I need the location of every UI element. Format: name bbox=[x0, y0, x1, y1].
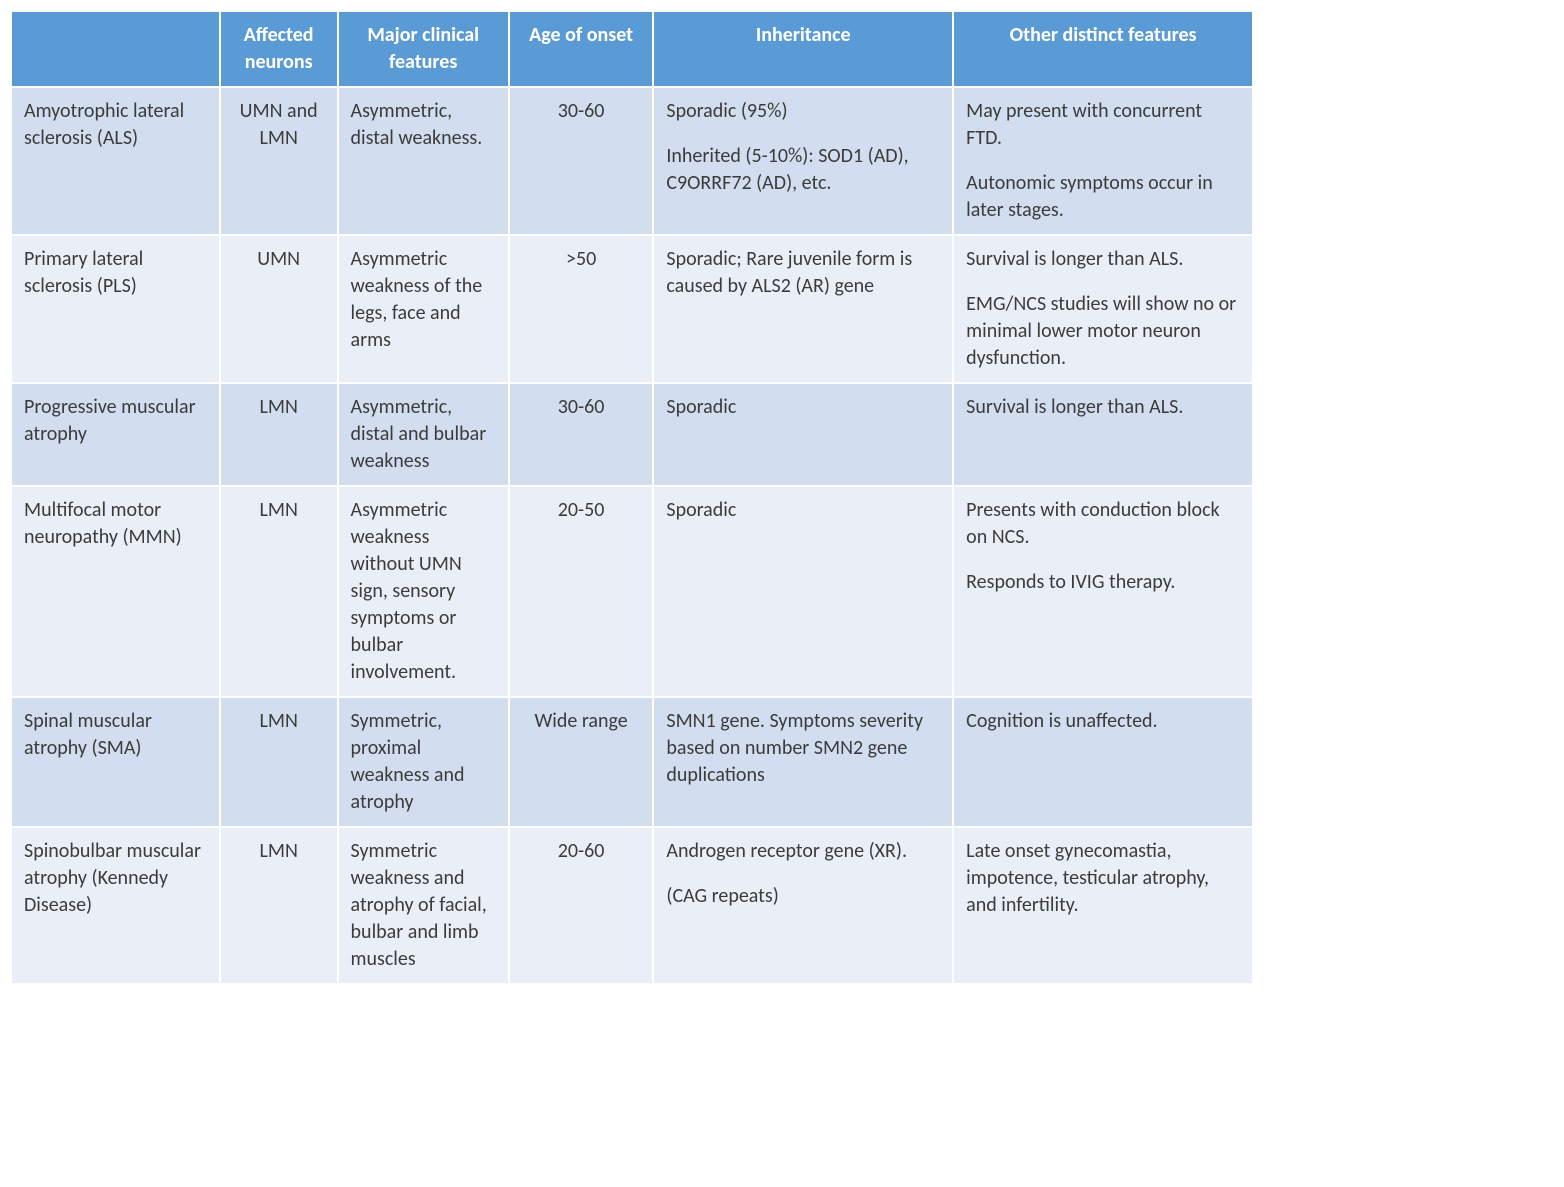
cell-clinical: Symmetric, proximal weakness and atrophy bbox=[338, 697, 509, 827]
cell-other: Cognition is unaffected. bbox=[953, 697, 1253, 827]
cell-age: Wide range bbox=[509, 697, 654, 827]
cell-clinical: Symmetric weakness and atrophy of facial… bbox=[338, 827, 509, 984]
table-body: Amyotrophic lateral sclerosis (ALS)UMN a… bbox=[11, 87, 1253, 984]
header-other: Other distinct features bbox=[953, 11, 1253, 87]
header-disease bbox=[11, 11, 220, 87]
cell-age: 20-60 bbox=[509, 827, 654, 984]
cell-inherit: Sporadic bbox=[653, 383, 953, 486]
table-row: Progressive muscular atrophyLMNAsymmetri… bbox=[11, 383, 1253, 486]
cell-other: Survival is longer than ALS.EMG/NCS stud… bbox=[953, 235, 1253, 383]
cell-clinical: Asymmetric, distal weakness. bbox=[338, 87, 509, 235]
table-row: Amyotrophic lateral sclerosis (ALS)UMN a… bbox=[11, 87, 1253, 235]
cell-inherit: Sporadic (95%)Inherited (5-10%): SOD1 (A… bbox=[653, 87, 953, 235]
motor-neuron-disease-table: Affected neurons Major clinical features… bbox=[10, 10, 1254, 985]
header-clinical: Major clinical features bbox=[338, 11, 509, 87]
cell-clinical: Asymmetric, distal and bulbar weakness bbox=[338, 383, 509, 486]
table-row: Spinal muscular atrophy (SMA)LMNSymmetri… bbox=[11, 697, 1253, 827]
table-row: Multifocal motor neuropathy (MMN)LMNAsym… bbox=[11, 486, 1253, 697]
cell-age: 30-60 bbox=[509, 383, 654, 486]
cell-age: 20-50 bbox=[509, 486, 654, 697]
header-neurons: Affected neurons bbox=[220, 11, 338, 87]
table-row: Spinobulbar muscular atrophy (Kennedy Di… bbox=[11, 827, 1253, 984]
cell-disease: Multifocal motor neuropathy (MMN) bbox=[11, 486, 220, 697]
header-inherit: Inheritance bbox=[653, 11, 953, 87]
cell-inherit: Sporadic; Rare juvenile form is caused b… bbox=[653, 235, 953, 383]
cell-other: Presents with conduction block on NCS.Re… bbox=[953, 486, 1253, 697]
cell-other: Late onset gynecomastia, impotence, test… bbox=[953, 827, 1253, 984]
cell-disease: Progressive muscular atrophy bbox=[11, 383, 220, 486]
cell-neurons: UMN and LMN bbox=[220, 87, 338, 235]
cell-disease: Primary lateral sclerosis (PLS) bbox=[11, 235, 220, 383]
cell-neurons: UMN bbox=[220, 235, 338, 383]
cell-disease: Spinal muscular atrophy (SMA) bbox=[11, 697, 220, 827]
table-row: Primary lateral sclerosis (PLS)UMNAsymme… bbox=[11, 235, 1253, 383]
cell-clinical: Asymmetric weakness without UMN sign, se… bbox=[338, 486, 509, 697]
cell-neurons: LMN bbox=[220, 383, 338, 486]
cell-inherit: SMN1 gene. Symptoms severity based on nu… bbox=[653, 697, 953, 827]
cell-neurons: LMN bbox=[220, 486, 338, 697]
header-age: Age of onset bbox=[509, 11, 654, 87]
table-header: Affected neurons Major clinical features… bbox=[11, 11, 1253, 87]
cell-other: May present with concurrent FTD.Autonomi… bbox=[953, 87, 1253, 235]
cell-disease: Spinobulbar muscular atrophy (Kennedy Di… bbox=[11, 827, 220, 984]
cell-clinical: Asymmetric weakness of the legs, face an… bbox=[338, 235, 509, 383]
cell-disease: Amyotrophic lateral sclerosis (ALS) bbox=[11, 87, 220, 235]
cell-inherit: Androgen receptor gene (XR).(CAG repeats… bbox=[653, 827, 953, 984]
cell-age: 30-60 bbox=[509, 87, 654, 235]
cell-age: >50 bbox=[509, 235, 654, 383]
cell-inherit: Sporadic bbox=[653, 486, 953, 697]
cell-neurons: LMN bbox=[220, 697, 338, 827]
cell-other: Survival is longer than ALS. bbox=[953, 383, 1253, 486]
cell-neurons: LMN bbox=[220, 827, 338, 984]
